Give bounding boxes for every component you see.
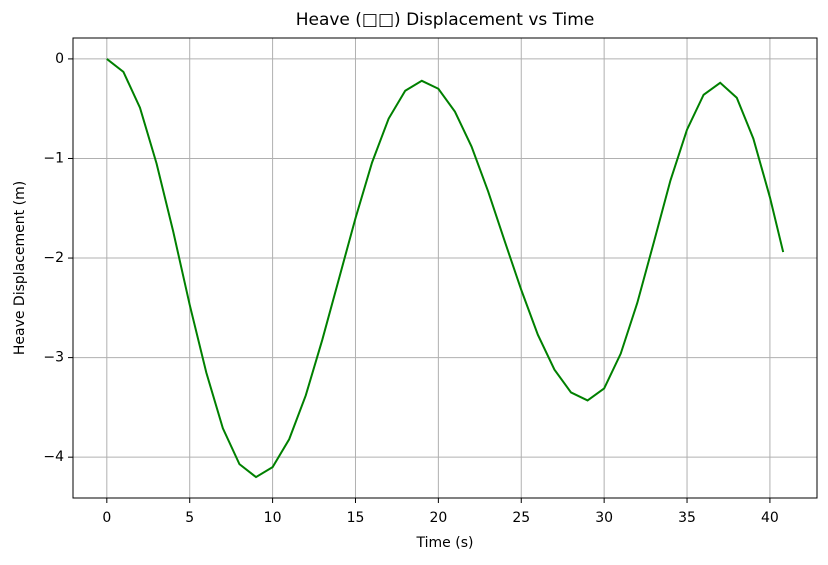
- y-tick-label: −1: [43, 150, 64, 166]
- plot-frame: [72, 37, 818, 499]
- x-tick-label: 35: [678, 510, 696, 526]
- x-tick-label: 10: [264, 510, 282, 526]
- data-line: [106, 58, 785, 479]
- x-tick-label: 15: [347, 510, 365, 526]
- y-axis-label: Heave Displacement (m): [12, 181, 28, 355]
- x-tick-label: 0: [102, 510, 111, 526]
- x-axis-label: Time (s): [416, 535, 474, 551]
- x-tick-label: 20: [429, 510, 447, 526]
- y-tick-label: −3: [43, 350, 64, 366]
- x-tick-label: 25: [512, 510, 530, 526]
- chart-title: Heave (□□) Displacement vs Time: [296, 10, 595, 30]
- y-tick-label: −4: [43, 449, 64, 465]
- y-tick-label: −2: [43, 250, 64, 266]
- x-tick-label: 40: [761, 510, 779, 526]
- x-tick-label: 30: [595, 510, 613, 526]
- y-tick-label: 0: [55, 51, 64, 67]
- x-tick-label: 5: [185, 510, 194, 526]
